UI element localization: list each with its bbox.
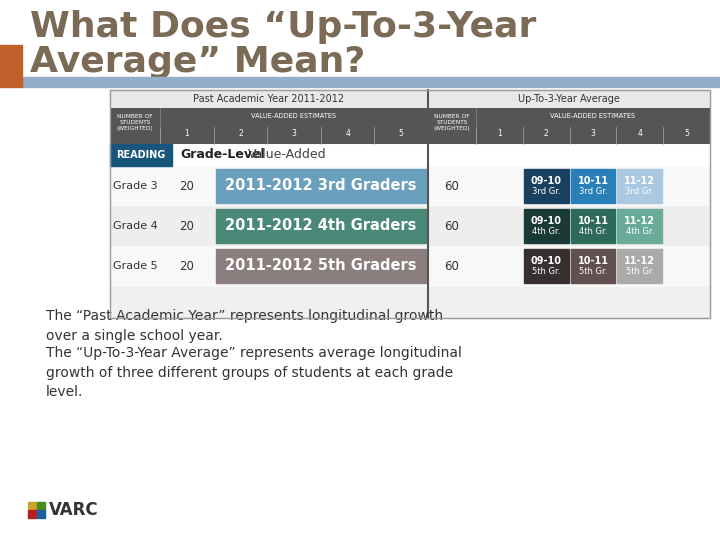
Text: What Does “Up-To-3-Year: What Does “Up-To-3-Year — [30, 10, 536, 44]
Text: 09-10: 09-10 — [531, 256, 562, 266]
Text: 09-10: 09-10 — [531, 216, 562, 226]
Bar — [110, 246, 710, 286]
Bar — [428, 90, 710, 108]
Text: Grade-Level: Grade-Level — [180, 148, 265, 161]
Text: The “Up-To-3-Year Average” represents average longitudinal
growth of three diffe: The “Up-To-3-Year Average” represents av… — [46, 347, 462, 400]
Text: 3: 3 — [292, 129, 297, 138]
Text: 4th Gr.: 4th Gr. — [532, 227, 560, 237]
Bar — [28, 510, 36, 518]
Text: 1: 1 — [497, 129, 502, 138]
Text: 60: 60 — [444, 260, 459, 273]
Text: 11-12: 11-12 — [624, 256, 655, 266]
Text: 5th Gr.: 5th Gr. — [579, 267, 607, 276]
Bar — [30, 369, 37, 376]
Text: 3: 3 — [590, 129, 595, 138]
Bar — [30, 322, 37, 329]
Bar — [110, 90, 710, 318]
Text: Grade 5: Grade 5 — [113, 261, 157, 271]
Bar — [571, 169, 616, 203]
Text: Past Academic Year 2011-2012: Past Academic Year 2011-2012 — [194, 94, 345, 104]
Text: 3rd Gr.: 3rd Gr. — [626, 187, 654, 197]
Text: 5: 5 — [684, 129, 689, 138]
Text: Up-To-3-Year Average: Up-To-3-Year Average — [518, 94, 620, 104]
Text: 10-11: 10-11 — [577, 216, 608, 226]
Text: The “Past Academic Year” represents longitudinal growth
over a single school yea: The “Past Academic Year” represents long… — [46, 309, 443, 343]
Bar — [22, 77, 720, 87]
Text: Grade 3: Grade 3 — [113, 181, 157, 191]
Text: VALUE-ADDED ESTIMATES: VALUE-ADDED ESTIMATES — [251, 113, 336, 119]
Text: 1: 1 — [184, 129, 189, 138]
Text: NUMBER OF
STUDENTS
(WEIGHTED): NUMBER OF STUDENTS (WEIGHTED) — [117, 114, 153, 131]
Text: 20: 20 — [179, 260, 194, 273]
Text: 4th Gr.: 4th Gr. — [626, 227, 654, 237]
Bar — [110, 144, 172, 166]
Bar — [571, 209, 616, 243]
Text: 3rd Gr.: 3rd Gr. — [532, 187, 560, 197]
Text: 20: 20 — [179, 179, 194, 192]
Bar — [618, 209, 662, 243]
Text: 2011-2012 3rd Graders: 2011-2012 3rd Graders — [225, 179, 417, 193]
Text: NUMBER OF
STUDENTS
(WEIGHTED): NUMBER OF STUDENTS (WEIGHTED) — [433, 114, 470, 131]
Text: 5: 5 — [399, 129, 404, 138]
Bar — [215, 249, 426, 283]
Text: 3rd Gr.: 3rd Gr. — [579, 187, 607, 197]
Text: 2011-2012 4th Graders: 2011-2012 4th Graders — [225, 219, 416, 233]
Text: 2011-2012 5th Graders: 2011-2012 5th Graders — [225, 259, 417, 273]
Bar — [110, 166, 710, 206]
Bar — [523, 209, 569, 243]
Bar — [523, 169, 569, 203]
Bar — [618, 169, 662, 203]
Text: 4th Gr.: 4th Gr. — [579, 227, 607, 237]
Text: 11-12: 11-12 — [624, 176, 655, 186]
Text: Grade 4: Grade 4 — [112, 221, 158, 231]
Bar — [110, 90, 428, 108]
Text: Value-Added: Value-Added — [248, 148, 327, 161]
Bar — [110, 108, 710, 144]
Text: 2: 2 — [238, 129, 243, 138]
Bar — [37, 502, 45, 510]
Bar — [215, 209, 426, 243]
Text: READING: READING — [117, 150, 166, 160]
Text: Average” Mean?: Average” Mean? — [30, 45, 365, 79]
Bar — [28, 502, 36, 510]
Text: 10-11: 10-11 — [577, 176, 608, 186]
Text: VARC: VARC — [49, 501, 99, 519]
Text: 60: 60 — [444, 179, 459, 192]
Text: 20: 20 — [179, 219, 194, 233]
Text: 4: 4 — [637, 129, 642, 138]
Bar — [571, 249, 616, 283]
Text: 60: 60 — [444, 219, 459, 233]
Text: 09-10: 09-10 — [531, 176, 562, 186]
Text: 2: 2 — [544, 129, 549, 138]
Bar — [523, 249, 569, 283]
Bar — [215, 169, 426, 203]
Bar — [110, 90, 710, 318]
Text: 4: 4 — [345, 129, 350, 138]
Bar — [110, 206, 710, 246]
Bar — [618, 249, 662, 283]
Bar — [110, 144, 710, 166]
Text: 5th Gr.: 5th Gr. — [626, 267, 654, 276]
Text: VALUE-ADDED ESTIMATES: VALUE-ADDED ESTIMATES — [550, 113, 636, 119]
Text: 11-12: 11-12 — [624, 216, 655, 226]
Text: 5th Gr.: 5th Gr. — [532, 267, 560, 276]
Bar — [0, 45, 22, 87]
Bar — [37, 510, 45, 518]
Text: 10-11: 10-11 — [577, 256, 608, 266]
